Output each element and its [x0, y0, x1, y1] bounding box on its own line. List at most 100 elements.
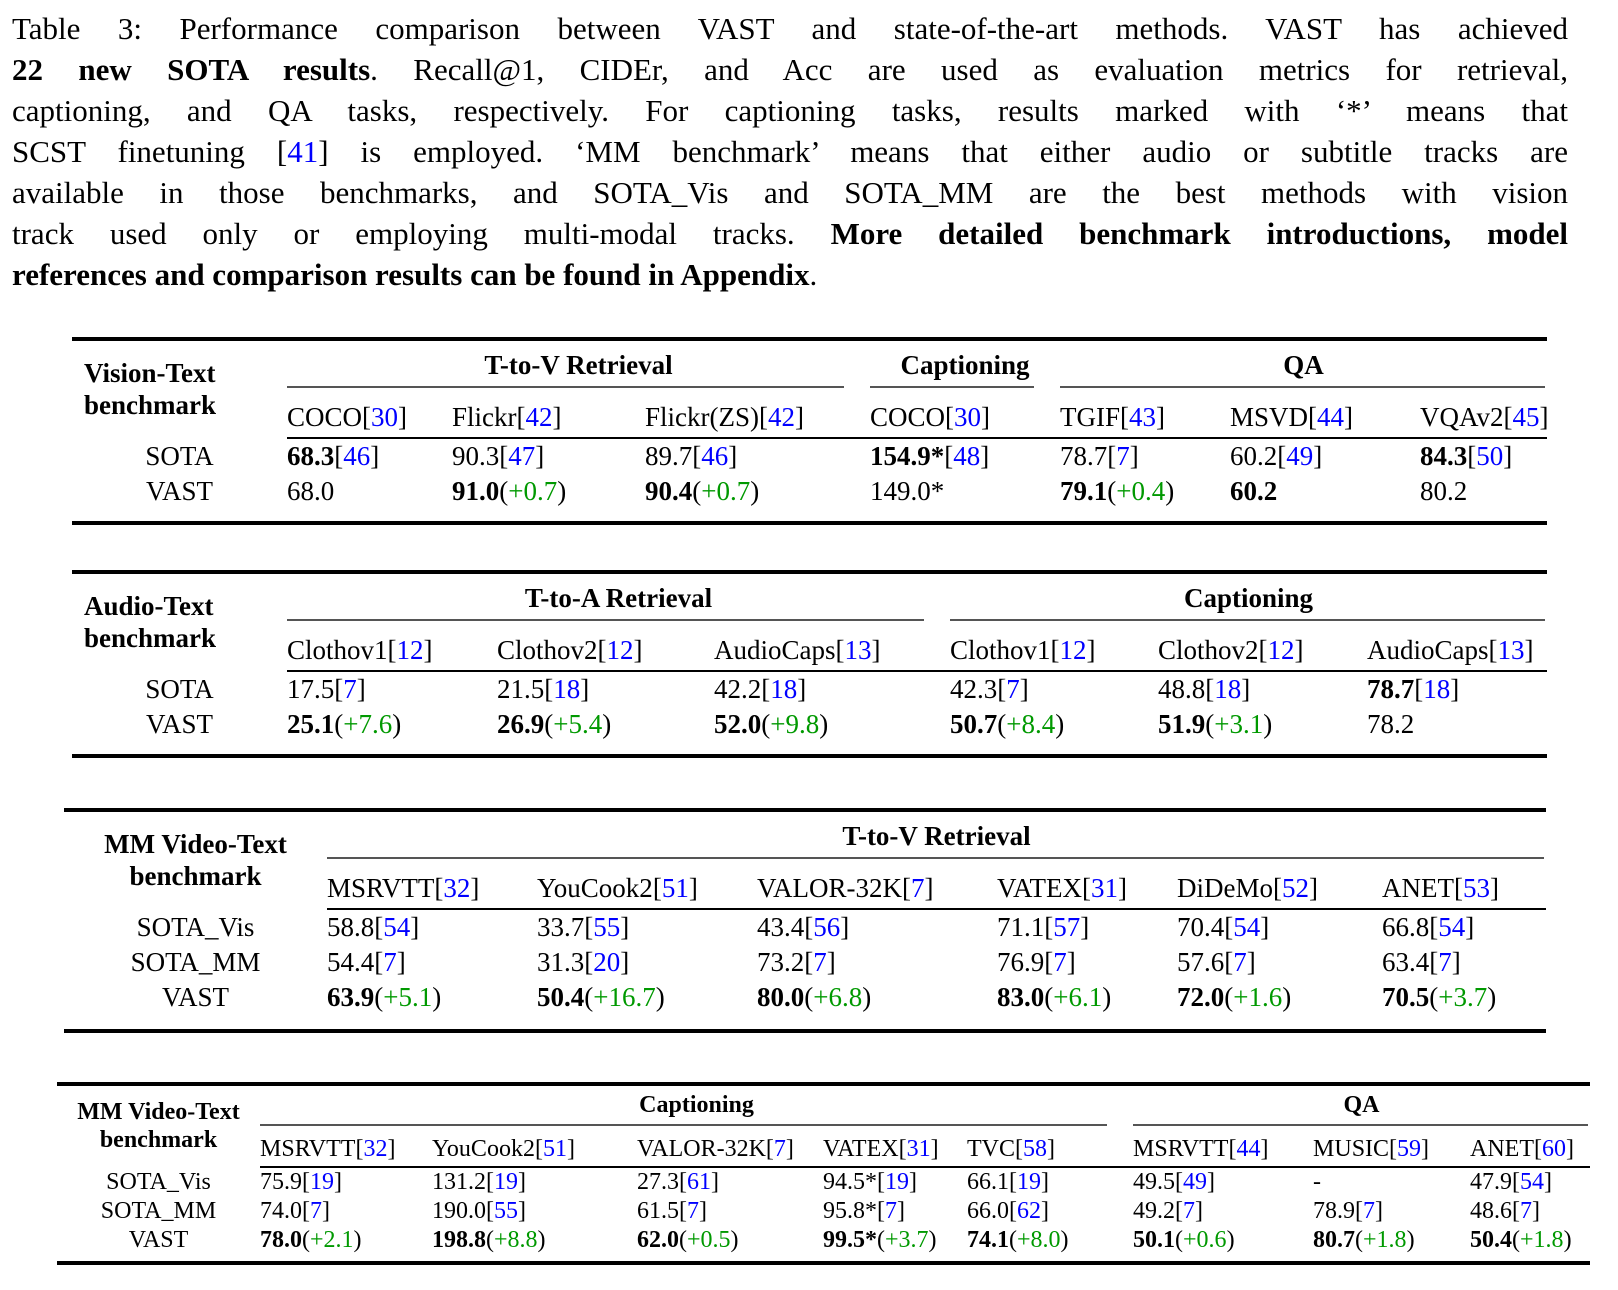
citation-number[interactable]: 55	[494, 1198, 518, 1224]
citation-link[interactable]: [41]	[276, 134, 329, 169]
citation-link[interactable]: [46]	[334, 441, 380, 471]
citation-number[interactable]: 45	[1512, 401, 1540, 432]
citation-link[interactable]: [46]	[692, 441, 738, 471]
citation-link[interactable]: [12]	[1050, 634, 1096, 665]
citation-number[interactable]: 18	[1423, 674, 1451, 704]
citation-number[interactable]: 56	[813, 912, 841, 942]
citation-number[interactable]: 7	[1053, 947, 1067, 977]
citation-link[interactable]: [7]	[765, 1135, 794, 1162]
citation-link[interactable]: [31]	[1082, 872, 1128, 903]
citation-number[interactable]: 44	[1236, 1135, 1261, 1162]
citation-number[interactable]: 47	[508, 441, 536, 471]
citation-number[interactable]: 7	[343, 674, 357, 704]
citation-number[interactable]: 13	[844, 634, 872, 665]
citation-number[interactable]: 7	[1006, 674, 1020, 704]
citation-number[interactable]: 18	[553, 674, 581, 704]
citation-link[interactable]: [47]	[499, 441, 545, 471]
citation-link[interactable]: [53]	[1453, 872, 1499, 903]
citation-link[interactable]: [18]	[544, 674, 590, 704]
citation-number[interactable]: 49	[1183, 1169, 1208, 1195]
citation-number[interactable]: 7	[383, 947, 397, 977]
citation-number[interactable]: 7	[1520, 1198, 1533, 1224]
citation-number[interactable]: 7	[1116, 441, 1130, 471]
citation-link[interactable]: [12]	[387, 634, 433, 665]
citation-number[interactable]: 7	[310, 1198, 322, 1224]
citation-number[interactable]: 12	[396, 634, 424, 665]
citation-number[interactable]: 54	[383, 912, 411, 942]
citation-number[interactable]: 31	[1091, 872, 1119, 903]
citation-number[interactable]: 46	[701, 441, 729, 471]
citation-link[interactable]: [50]	[1467, 441, 1513, 471]
citation-number[interactable]: 41	[287, 134, 319, 169]
citation-number[interactable]: 58	[1023, 1135, 1047, 1162]
citation-number[interactable]: 50	[1476, 441, 1504, 471]
citation-link[interactable]: [7]	[997, 674, 1029, 704]
citation-number[interactable]: 52	[1282, 872, 1309, 903]
citation-number[interactable]: 7	[885, 1198, 897, 1224]
citation-number[interactable]: 54	[1233, 912, 1261, 942]
citation-link[interactable]: [54]	[1512, 1169, 1553, 1195]
citation-number[interactable]: 46	[343, 441, 371, 471]
citation-number[interactable]: 42	[768, 401, 795, 432]
citation-number[interactable]: 7	[773, 1135, 786, 1162]
citation-link[interactable]: [58]	[1015, 1135, 1055, 1162]
citation-link[interactable]: [7]	[804, 947, 836, 977]
citation-link[interactable]: [30]	[362, 401, 408, 432]
citation-number[interactable]: 54	[1438, 912, 1466, 942]
citation-number[interactable]: 31	[906, 1135, 931, 1162]
citation-link[interactable]: [49]	[1277, 441, 1323, 471]
citation-link[interactable]: [52]	[1273, 872, 1318, 903]
citation-number[interactable]: 57	[1053, 912, 1081, 942]
citation-link[interactable]: [43]	[1120, 401, 1166, 432]
citation-link[interactable]: [45]	[1503, 401, 1548, 432]
citation-link[interactable]: [13]	[835, 634, 881, 665]
citation-link[interactable]: [55]	[584, 912, 630, 942]
citation-number[interactable]: 19	[885, 1169, 909, 1195]
citation-link[interactable]: [54]	[1429, 912, 1475, 942]
citation-link[interactable]: [12]	[597, 634, 643, 665]
citation-number[interactable]: 61	[687, 1169, 711, 1195]
citation-link[interactable]: [30]	[945, 401, 991, 432]
citation-link[interactable]: [7]	[302, 1198, 330, 1224]
citation-number[interactable]: 7	[1233, 947, 1247, 977]
citation-link[interactable]: [54]	[374, 912, 420, 942]
citation-link[interactable]: [7]	[902, 872, 934, 903]
citation-link[interactable]: [42]	[516, 401, 562, 432]
citation-link[interactable]: [60]	[1534, 1135, 1574, 1162]
citation-number[interactable]: 7	[1363, 1198, 1376, 1224]
citation-number[interactable]: 13	[1497, 634, 1525, 665]
citation-number[interactable]: 42	[525, 401, 553, 432]
citation-link[interactable]: [7]	[374, 947, 406, 977]
citation-link[interactable]: [7]	[1512, 1198, 1541, 1224]
citation-number[interactable]: 32	[443, 872, 471, 903]
citation-link[interactable]: [7]	[679, 1198, 707, 1224]
citation-link[interactable]: [7]	[334, 674, 366, 704]
citation-link[interactable]: [61]	[679, 1169, 719, 1195]
citation-link[interactable]: [7]	[1355, 1198, 1384, 1224]
citation-number[interactable]: 12	[1059, 634, 1087, 665]
citation-number[interactable]: 49	[1286, 441, 1314, 471]
citation-link[interactable]: [18]	[1205, 674, 1251, 704]
citation-number[interactable]: 7	[911, 872, 925, 903]
citation-number[interactable]: 19	[1017, 1169, 1041, 1195]
citation-number[interactable]: 7	[1183, 1198, 1196, 1224]
citation-link[interactable]: [18]	[1414, 674, 1460, 704]
citation-link[interactable]: [31]	[898, 1135, 939, 1162]
citation-link[interactable]: [62]	[1009, 1198, 1049, 1224]
citation-number[interactable]: 51	[661, 872, 689, 903]
citation-number[interactable]: 51	[542, 1135, 567, 1162]
citation-link[interactable]: [55]	[486, 1198, 526, 1224]
citation-number[interactable]: 20	[593, 947, 621, 977]
citation-number[interactable]: 59	[1397, 1135, 1422, 1162]
citation-link[interactable]: [59]	[1389, 1135, 1430, 1162]
citation-link[interactable]: [20]	[584, 947, 630, 977]
citation-number[interactable]: 7	[1438, 947, 1452, 977]
citation-number[interactable]: 55	[593, 912, 621, 942]
citation-link[interactable]: [12]	[1258, 634, 1304, 665]
citation-link[interactable]: [7]	[1429, 947, 1461, 977]
citation-number[interactable]: 18	[1214, 674, 1242, 704]
citation-link[interactable]: [42]	[759, 401, 804, 432]
citation-link[interactable]: [7]	[1224, 947, 1256, 977]
citation-number[interactable]: 19	[310, 1169, 334, 1195]
citation-link[interactable]: [44]	[1308, 401, 1354, 432]
